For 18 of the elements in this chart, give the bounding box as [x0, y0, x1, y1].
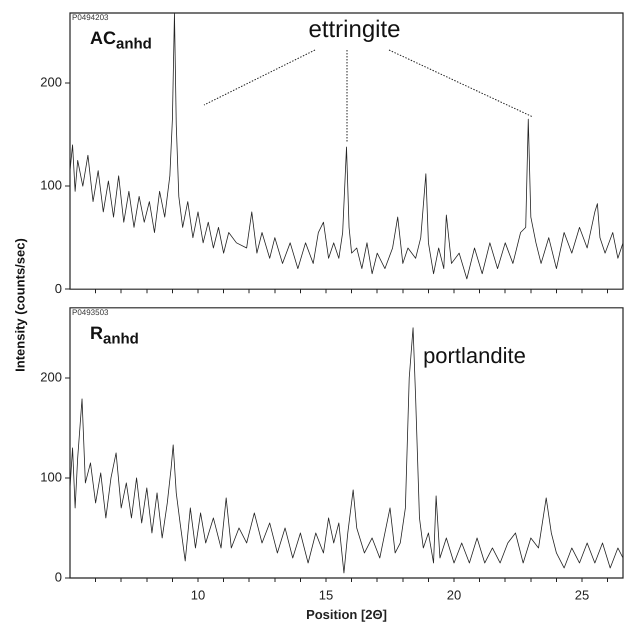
x-axis-title: Position [2Θ] [306, 606, 387, 622]
x-tick-label: 20 [446, 587, 462, 602]
annotation: AC$_{anhd}$ [90, 28, 152, 53]
annotation: ettringite [308, 16, 401, 43]
y-tick-label: 0 [54, 280, 62, 296]
y-tick-label: 100 [40, 178, 62, 193]
y-tick-label: 200 [40, 369, 62, 384]
y-tick-label: 200 [40, 74, 62, 90]
x-tick-label: 10 [190, 587, 206, 602]
x-tick-label: 25 [574, 587, 590, 602]
y-axis-title: Intensity (counts/sec) [12, 238, 28, 372]
x-tick-label: 15 [318, 587, 334, 602]
y-tick-label: 0 [54, 570, 62, 585]
annotation: portlandite [423, 342, 526, 368]
annotation: P0494203 [72, 13, 108, 22]
annotation: P0493503 [72, 308, 108, 317]
annotation: R$_{anhd}$ [90, 322, 139, 348]
y-tick-label: 100 [40, 470, 62, 485]
